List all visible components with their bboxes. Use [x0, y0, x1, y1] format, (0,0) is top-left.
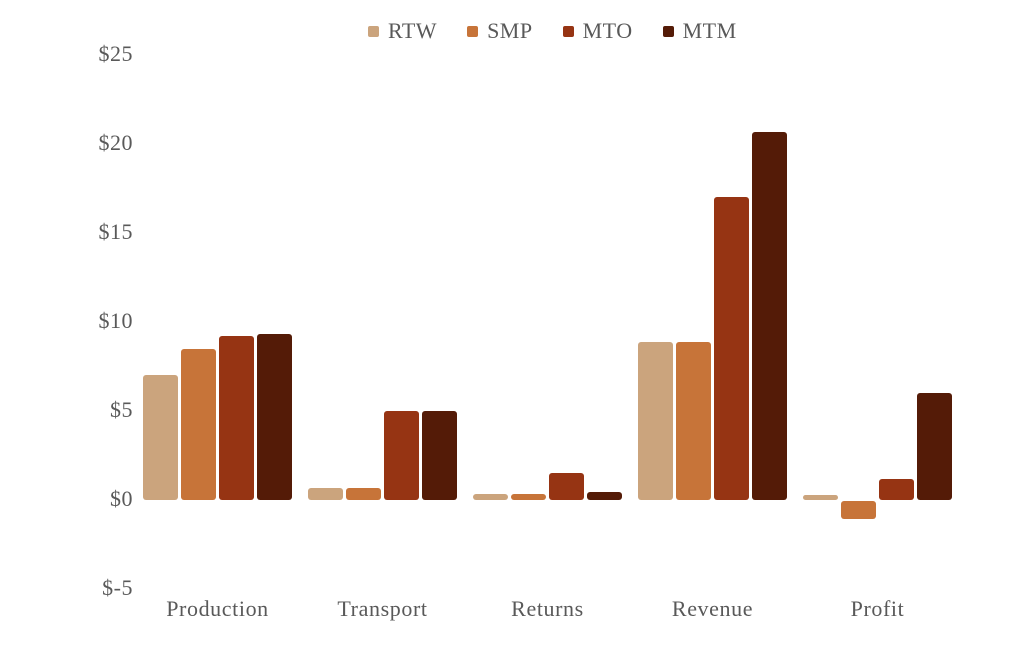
bar-mtm-profit: [917, 393, 952, 500]
bar-smp-profit: [841, 501, 876, 519]
legend-label: RTW: [388, 18, 438, 43]
legend-label: MTM: [682, 18, 737, 43]
bar-rtw-production: [143, 375, 178, 500]
legend-item-rtw: RTW: [368, 20, 437, 42]
bar-mtm-revenue: [752, 131, 787, 500]
bar-smp-production: [181, 348, 216, 500]
bar-mto-transport: [384, 411, 419, 500]
legend-item-smp: SMP: [467, 20, 533, 42]
bar-mto-production: [219, 336, 254, 500]
y-axis-tick-label: $25: [98, 40, 133, 66]
bar-mtm-transport: [422, 411, 457, 500]
x-axis-category-label: Profit: [850, 596, 905, 621]
y-axis-tick-label: $5: [110, 396, 133, 422]
x-axis-category-label: Production: [166, 596, 269, 621]
bar-rtw-profit: [803, 494, 838, 500]
legend-swatch-icon: [368, 25, 379, 37]
bar-smp-transport: [346, 488, 381, 500]
y-axis-tick-label: $-5: [102, 574, 133, 600]
x-axis-category-label: Returns: [511, 596, 584, 621]
legend-swatch-icon: [562, 25, 574, 37]
bar-mtm-production: [257, 334, 292, 500]
legend-label: MTO: [582, 18, 633, 43]
bar-smp-returns: [511, 493, 546, 500]
bar-mto-revenue: [714, 197, 749, 500]
legend-swatch-icon: [467, 25, 479, 37]
legend-label: SMP: [487, 18, 533, 43]
bar-rtw-transport: [308, 488, 343, 500]
bar-rtw-returns: [473, 493, 508, 500]
bar-rtw-revenue: [638, 341, 673, 500]
y-axis-tick-label: $10: [98, 307, 133, 333]
y-axis-tick-label: $20: [98, 129, 133, 155]
bar-smp-revenue: [676, 341, 711, 500]
legend-item-mtm: MTM: [662, 18, 737, 43]
chart-legend: RTW SMP MTO MTM: [368, 20, 737, 42]
bar-mtm-returns: [587, 491, 622, 500]
y-axis-tick-label: $15: [98, 218, 133, 244]
bar-mto-profit: [879, 478, 914, 500]
y-axis-tick-label: $0: [110, 485, 133, 511]
bar-mto-returns: [549, 473, 584, 500]
legend-swatch-icon: [662, 25, 674, 37]
x-axis-category-label: Transport: [337, 596, 428, 621]
x-axis-category-label: Revenue: [671, 596, 754, 621]
legend-item-mto: MTO: [562, 18, 633, 43]
